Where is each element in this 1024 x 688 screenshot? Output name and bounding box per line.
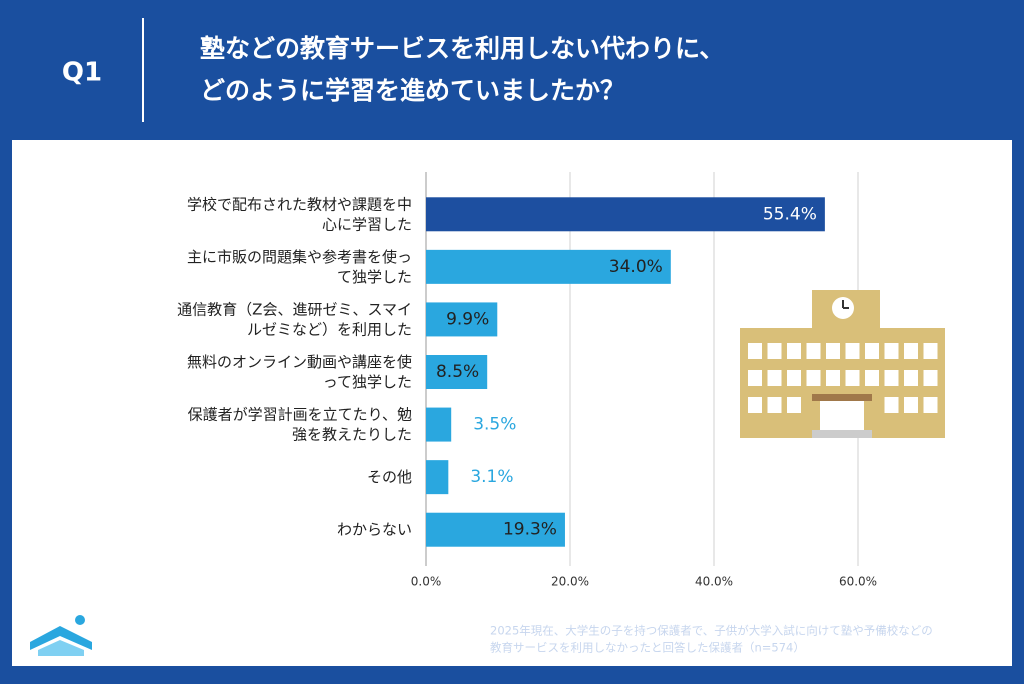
bar [426, 249, 671, 284]
logo-text: じゅけラボ予備校 [100, 626, 269, 650]
category-label: その他 [367, 468, 412, 486]
logo-icon [30, 615, 92, 656]
plot: 0.0% 20.0% 40.0% 60.0% 学校で配布された教材や課題を中心に学習した… [177, 172, 877, 589]
bar [426, 302, 498, 337]
value-label: 9.9% [446, 309, 489, 329]
school-icon [740, 290, 945, 438]
bar [426, 407, 452, 442]
category-label: わからない [337, 520, 412, 538]
value-label: 34.0% [609, 257, 663, 277]
value-label: 3.5% [473, 415, 516, 435]
x-tick-label: 0.0% [411, 575, 442, 589]
title-line: どのように学習を進めていましたか？ [200, 76, 625, 105]
category-label: 無料のオンライン動画や講座を使って独学した [187, 353, 412, 391]
bar [426, 460, 449, 495]
category-label: 保護者が学習計画を立てたり、勉強を教えたりした [188, 405, 412, 443]
value-label: 19.3% [503, 520, 557, 540]
value-label: 55.4% [763, 204, 817, 224]
bar [426, 197, 825, 232]
category-label: 主に市販の問題集や参考書を使って独学した [187, 247, 412, 285]
value-label: 3.1% [470, 467, 513, 487]
category-label: 通信教育（Z会、進研ゼミ、スマイルゼミなど）を利用した [177, 300, 412, 338]
value-label: 8.5% [436, 362, 479, 382]
x-tick-label: 60.0% [839, 575, 877, 589]
title-line: 塾などの教育サービスを利用しない代わりに、 [200, 34, 724, 63]
footnote: 教育サービスを利用しなかったと回答した保護者（n=574） [490, 641, 805, 655]
category-label: 学校で配布された教材や課題を中心に学習した [187, 195, 412, 233]
badge: Q1 [62, 58, 102, 88]
x-tick-label: 20.0% [551, 575, 589, 589]
x-tick-label: 40.0% [695, 575, 733, 589]
bar [426, 355, 488, 389]
bar [426, 512, 565, 547]
footnote: 2025年現在、大学生の子を持つ保護者で、子供が大学入試に向けて塾や予備校などの [490, 624, 933, 638]
